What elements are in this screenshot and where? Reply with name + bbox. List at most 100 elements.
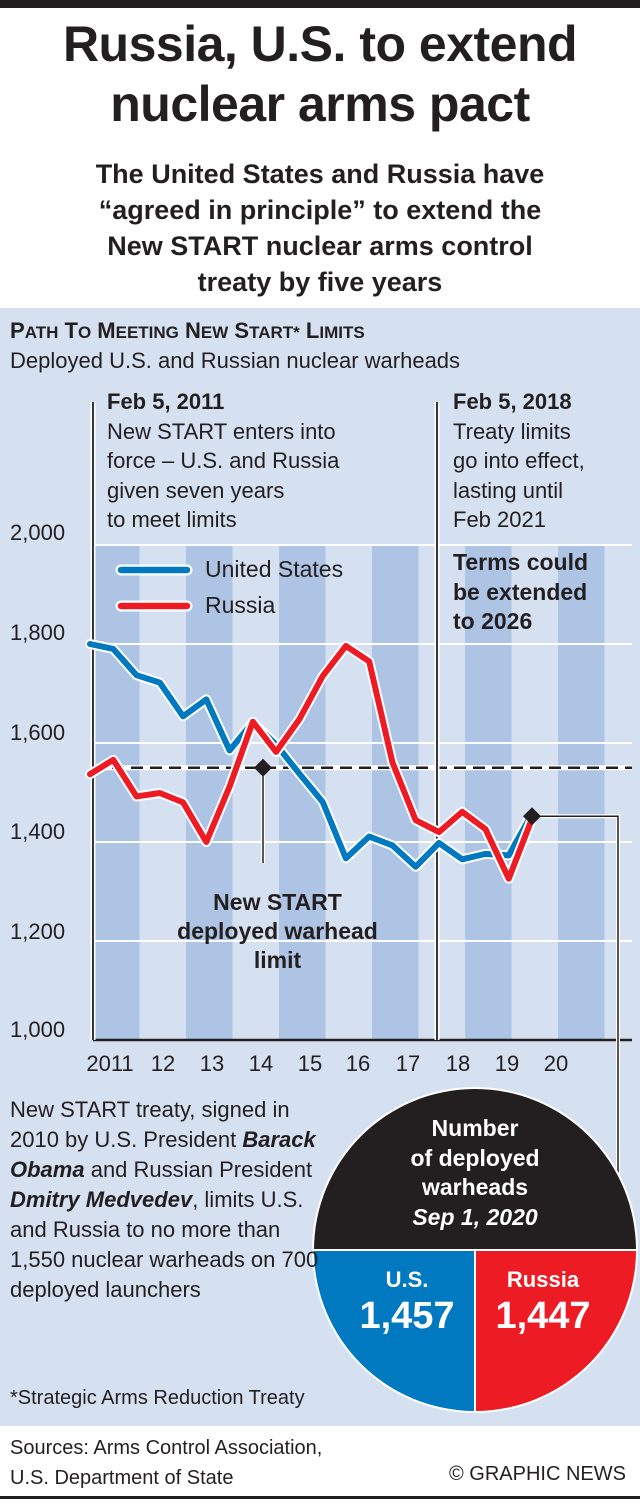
pie-title-line: Number [431, 1115, 519, 1141]
terms-line: be extended [453, 578, 588, 605]
pie-top-half [314, 1089, 636, 1250]
data-point [367, 835, 371, 839]
y-tick-label: 1,800 [10, 620, 66, 645]
data-point [297, 717, 301, 721]
annotation-2011: Feb 5, 2011 New START enters into force … [107, 387, 339, 535]
data-point [251, 720, 255, 724]
y-tick-label: 1,400 [10, 819, 66, 844]
annotation-line: force – U.S. and Russia [107, 448, 340, 473]
subtitle: The United States and Russia have “agree… [20, 156, 620, 300]
y-tick-label: 2,000 [10, 520, 66, 545]
text: and Russian President [84, 1157, 313, 1182]
pie-russia-label: Russia [506, 1267, 580, 1292]
series-line-us [87, 641, 535, 870]
text: , limits U.S. and Russia to no more than… [10, 1187, 319, 1302]
year-stripe [465, 545, 512, 1040]
annotation-line: lasting until [453, 477, 564, 503]
title-line: Russia, U.S. to extend [62, 16, 578, 72]
annotation-line: New START enters into [107, 418, 336, 444]
data-point [367, 659, 371, 663]
source-line: Sources: Arms Control Association, [10, 1437, 323, 1459]
data-point [204, 840, 208, 844]
data-point [437, 841, 441, 845]
y-tick-label: 1,200 [10, 919, 66, 944]
data-point [181, 714, 185, 718]
x-tick-label: 19 [494, 1051, 520, 1076]
title-line: nuclear arms pact [110, 76, 530, 132]
year-stripe [511, 545, 558, 1040]
top-bar [0, 0, 640, 8]
series-line-russia [87, 642, 535, 882]
data-point [228, 785, 232, 789]
data-point [414, 818, 418, 822]
source-line: U.S. Department of State [10, 1467, 234, 1489]
data-point [507, 853, 511, 857]
x-tick-label: 16 [345, 1051, 371, 1076]
annotation-line: Feb 2021 [453, 507, 546, 532]
terms-line: Terms could [453, 549, 589, 575]
pie-russia: Russia 1,447 [468, 1266, 618, 1338]
section-subheading: Deployed U.S. and Russian nuclear warhea… [10, 348, 461, 373]
terms-annotation: Terms could be extended to 2026 [453, 548, 588, 637]
end-diamond-marker [523, 807, 541, 826]
data-point [88, 642, 92, 646]
legend-label-russia: Russia [205, 592, 276, 618]
data-point [158, 791, 162, 795]
data-point [460, 810, 464, 814]
data-point [297, 772, 301, 776]
legend-label-us: United States [205, 556, 344, 582]
annotation-line: go into effect, [453, 448, 585, 473]
name-obama: Barack Obama [10, 1127, 316, 1182]
data-point [135, 794, 139, 798]
pie-russia-value: 1,447 [495, 1295, 591, 1337]
bottom-bar [0, 1496, 640, 1499]
x-tick-label: 18 [445, 1051, 471, 1076]
credit: © GRAPHIC NEWS [449, 1463, 626, 1485]
data-point [483, 827, 487, 831]
limit-label-line: New START [213, 889, 342, 915]
year-stripe [325, 545, 372, 1040]
pie-us-label: U.S. [385, 1267, 429, 1292]
data-point [460, 857, 464, 861]
annotation-date: Feb 5, 2011 [107, 389, 225, 414]
treaty-description: New START treaty, signed in 2010 by U.S.… [10, 1095, 330, 1305]
subtitle-line: New START nuclear arms control [107, 231, 533, 261]
data-point [390, 843, 394, 847]
data-point [135, 673, 139, 677]
limit-label: New START deployed warhead limit [150, 888, 405, 975]
limit-label-line: limit [253, 947, 302, 973]
data-point [437, 830, 441, 834]
y-tick-label: 1,600 [10, 720, 66, 745]
pie-date: Sep 1, 2020 [412, 1203, 538, 1230]
limit-diamond-marker [254, 758, 272, 777]
y-tick-label: 1,000 [10, 1017, 66, 1042]
pie-title-line: warheads [421, 1174, 529, 1200]
section-heading: PATH TO MEETING NEW START* LIMITS [10, 318, 365, 343]
year-stripe [418, 545, 465, 1040]
sources: Sources: Arms Control Association, U.S. … [10, 1433, 322, 1493]
subtitle-line: The United States and Russia have [95, 159, 545, 189]
data-point [111, 758, 115, 762]
data-point [321, 674, 325, 678]
x-tick-label: 2011 [86, 1051, 134, 1076]
x-tick-label: 15 [297, 1051, 323, 1076]
page-title: Russia, U.S. to extend nuclear arms pact [0, 14, 640, 134]
data-point [274, 750, 278, 754]
pie-us: U.S. 1,457 [332, 1266, 482, 1338]
annotation-line: Treaty limits [453, 418, 571, 444]
x-tick-label: 12 [150, 1051, 176, 1076]
limit-label-line: deployed warhead [177, 918, 378, 944]
data-point [390, 760, 394, 764]
annotation-line: to meet limits [107, 507, 237, 532]
data-point [181, 800, 185, 804]
data-point [321, 800, 325, 804]
data-point [158, 681, 162, 685]
pie-title: Number of deployed warheads Sep 1, 2020 [340, 1114, 610, 1232]
year-stripe [372, 545, 419, 1040]
data-point [111, 647, 115, 651]
terms-line: to 2026 [453, 608, 533, 634]
data-point [344, 856, 348, 860]
x-tick-label: 17 [395, 1051, 421, 1076]
x-tick-label: 20 [543, 1051, 569, 1076]
